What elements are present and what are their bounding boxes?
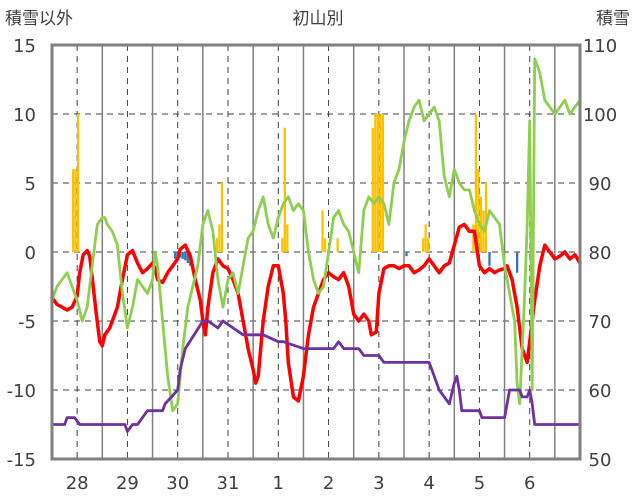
x-tick-label: 5 xyxy=(474,473,485,494)
orange-bar xyxy=(376,114,379,252)
orange-bar xyxy=(472,224,475,252)
left-tick-label: -10 xyxy=(7,381,36,402)
x-tick-label: 2 xyxy=(323,473,334,494)
x-tick-label: 6 xyxy=(524,473,535,494)
orange-bar xyxy=(371,127,374,252)
x-tick-label: 1 xyxy=(273,473,284,494)
right-tick-label: 110 xyxy=(583,36,617,57)
right-tick-labels: 110 100 90 80 70 60 50 xyxy=(583,36,617,471)
red-series-line xyxy=(50,222,582,403)
purple-series-line xyxy=(50,319,582,433)
orange-bar xyxy=(477,169,480,252)
right-tick-label: 50 xyxy=(589,450,612,471)
x-tick-label: 4 xyxy=(423,473,434,494)
x-tick-labels: 28 29 30 31 1 2 3 4 5 6 xyxy=(66,473,536,494)
left-tick-label: -5 xyxy=(18,312,36,333)
left-tick-label: 15 xyxy=(13,36,36,57)
orange-bar xyxy=(71,169,75,252)
orange-bar xyxy=(281,238,284,252)
right-tick-label: 60 xyxy=(589,381,612,402)
x-tick-label: 30 xyxy=(166,473,189,494)
right-axis-label: 積雪 xyxy=(596,9,630,29)
left-tick-label: 0 xyxy=(25,243,36,264)
left-tick-labels: 15 10 5 0 -5 -10 -15 xyxy=(7,36,36,471)
x-tick-label: 3 xyxy=(373,473,384,494)
left-tick-label: 5 xyxy=(25,174,36,195)
right-tick-label: 100 xyxy=(583,105,617,126)
orange-bar xyxy=(379,114,382,252)
blue-bar xyxy=(186,252,189,264)
blue-bar xyxy=(184,252,187,261)
orange-bar xyxy=(220,183,224,252)
orange-bar xyxy=(484,183,488,252)
orange-bar xyxy=(74,169,77,252)
blue-bar xyxy=(488,252,491,266)
blue-bar xyxy=(405,252,408,257)
blue-bar xyxy=(174,252,177,259)
blue-bar xyxy=(181,252,184,259)
orange-bar xyxy=(381,114,385,252)
blue-bar xyxy=(516,252,519,273)
right-tick-label: 70 xyxy=(589,312,612,333)
left-tick-label: -15 xyxy=(7,450,36,471)
orange-bar xyxy=(218,224,221,252)
orange-bar xyxy=(424,224,427,252)
orange-bar xyxy=(421,238,425,252)
bars xyxy=(71,114,519,273)
orange-bar xyxy=(215,238,219,252)
orange-bar xyxy=(77,114,80,252)
right-tick-label: 80 xyxy=(589,243,612,264)
x-tick-label: 28 xyxy=(66,473,89,494)
chart-title: 初山別 xyxy=(293,9,344,29)
x-tick-label: 31 xyxy=(217,473,240,494)
left-tick-label: 10 xyxy=(13,105,36,126)
orange-bar xyxy=(283,127,286,252)
left-axis-label: 積雪以外 xyxy=(5,9,73,29)
x-tick-label: 29 xyxy=(116,473,139,494)
orange-bar xyxy=(474,114,478,252)
orange-bar xyxy=(286,224,289,252)
orange-bar xyxy=(321,210,324,252)
green-series-line xyxy=(50,57,582,413)
series-lines xyxy=(50,57,582,433)
orange-bar xyxy=(336,238,339,252)
plot-frame xyxy=(50,43,582,461)
orange-bar xyxy=(323,238,327,252)
orange-bar xyxy=(374,114,377,252)
right-tick-label: 90 xyxy=(589,174,612,195)
orange-bar xyxy=(427,238,430,252)
